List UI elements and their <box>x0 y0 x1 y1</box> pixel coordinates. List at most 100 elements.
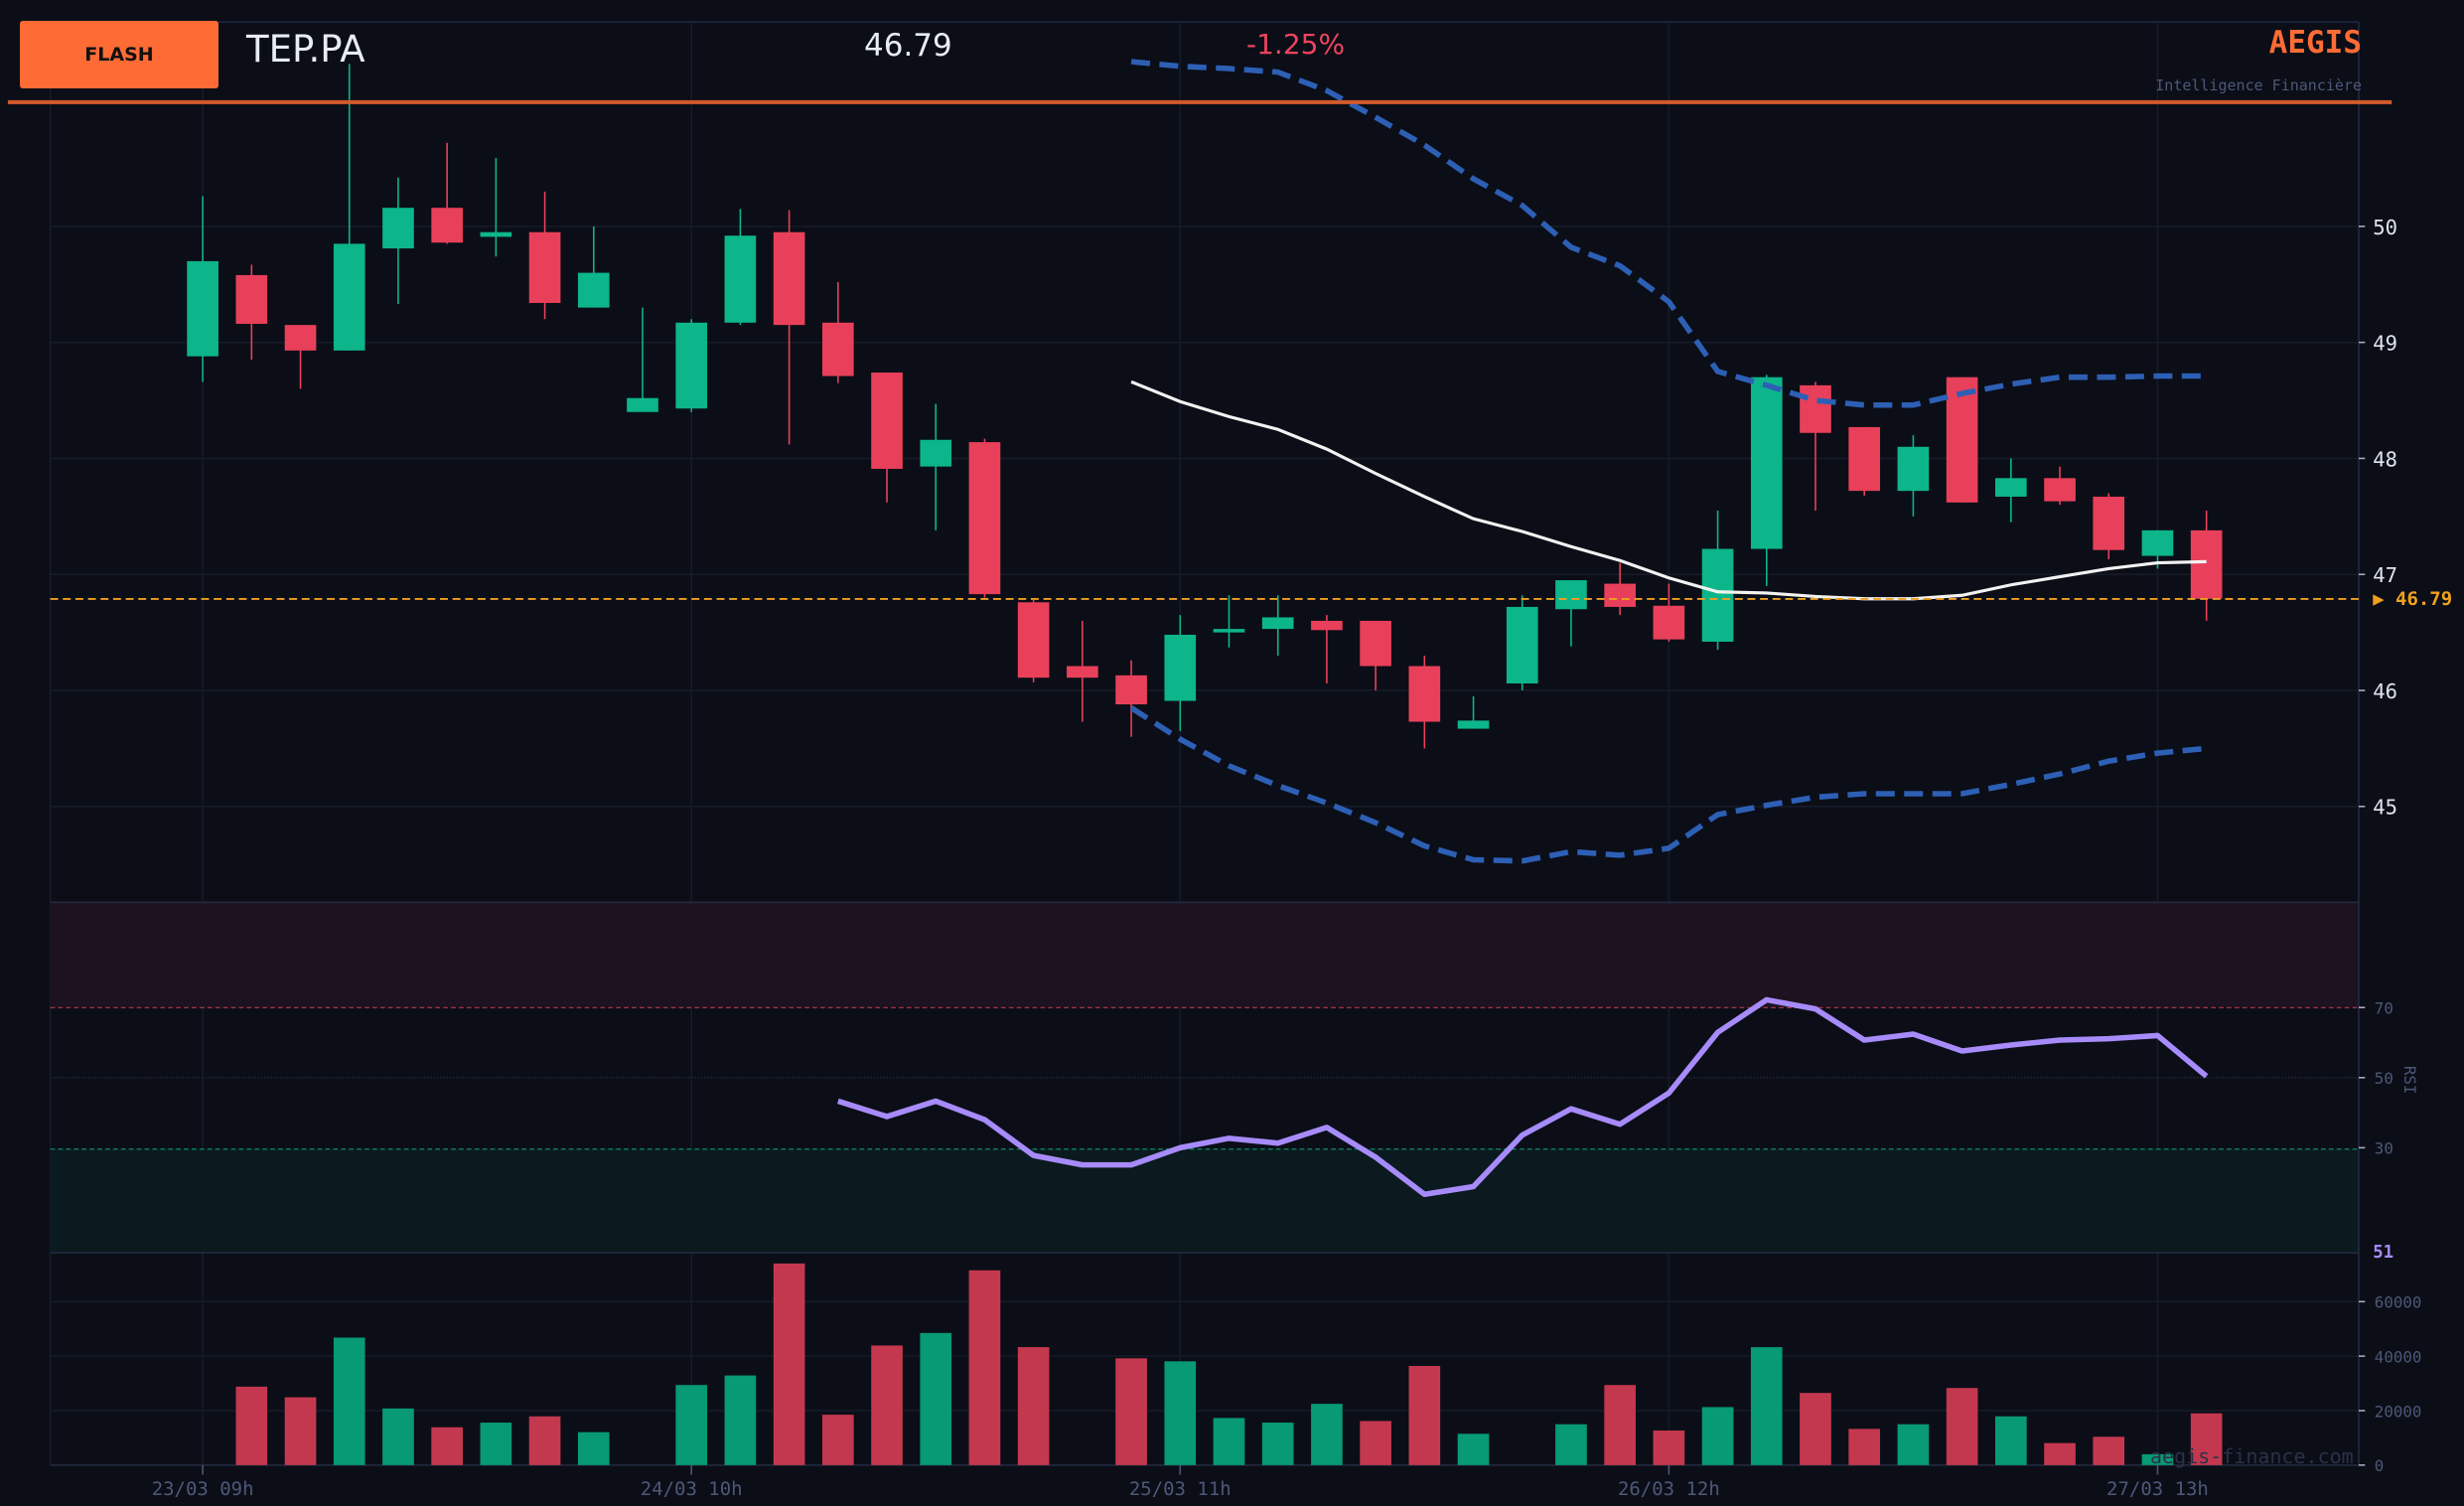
price-tick-label: 48 <box>2373 447 2397 471</box>
volume-tick-label: 20000 <box>2375 1402 2422 1421</box>
volume-bar <box>1360 1421 1391 1465</box>
volume-bar <box>1848 1429 1881 1465</box>
volume-bar <box>2190 1413 2223 1465</box>
volume-bar <box>871 1345 903 1465</box>
candle-up <box>1701 548 1734 642</box>
volume-bar <box>480 1423 512 1465</box>
volume-bar <box>2141 1453 2174 1465</box>
rsi-tick-label: 30 <box>2375 1139 2393 1158</box>
candle-down <box>2044 478 2076 502</box>
price-tick-label: 50 <box>2373 216 2397 239</box>
candle-up <box>382 208 414 249</box>
candle-up <box>577 272 610 308</box>
volume-bar <box>1653 1431 1685 1465</box>
price-tick-label: 45 <box>2373 796 2397 820</box>
volume-bar <box>968 1270 1001 1465</box>
candle-up <box>1213 629 1245 633</box>
volume-bar <box>1115 1358 1147 1465</box>
candle-down <box>1017 602 1050 678</box>
volume-bar <box>235 1386 268 1465</box>
candle-up <box>2141 529 2174 556</box>
candle-down <box>1604 583 1636 607</box>
time-tick-label: 27/03 13h <box>2106 1478 2209 1500</box>
candle-up <box>1261 617 1294 630</box>
volume-bar <box>382 1408 414 1465</box>
volume-bar <box>2044 1442 2076 1465</box>
candle-down <box>968 442 1001 595</box>
price-tick-label: 49 <box>2373 332 2397 356</box>
current-price: 46.79 <box>864 28 952 64</box>
volume-bar <box>1017 1347 1050 1465</box>
overlays <box>1129 59 2207 864</box>
volume-bar <box>1897 1424 1930 1465</box>
rsi-polyline <box>836 996 2209 1198</box>
volume-bar <box>528 1416 561 1465</box>
upper-band-line <box>1130 59 2207 408</box>
candle-up <box>480 231 512 237</box>
candle-down <box>773 231 805 326</box>
volume-bar <box>822 1415 854 1465</box>
volume-bar <box>284 1397 317 1465</box>
candle-down <box>1067 666 1098 678</box>
volume-bar <box>1311 1404 1343 1465</box>
volume-bar <box>333 1337 365 1465</box>
price-change: -1.25% <box>1246 28 1346 61</box>
rsi-current-value: 51 <box>2373 1243 2393 1263</box>
volume-bar <box>1457 1433 1490 1465</box>
ticker-symbol: TEP.PA <box>246 28 365 71</box>
watermark: aegis-finance.com <box>2150 1444 2354 1468</box>
volume-bar <box>1164 1361 1197 1465</box>
candle-down <box>2190 529 2223 599</box>
rsi-oversold-zone <box>50 1148 2359 1254</box>
volume-tick-label: 40000 <box>2375 1347 2422 1366</box>
volume-bar <box>1995 1416 2027 1465</box>
volume-bar <box>1604 1385 1636 1465</box>
volume-bar <box>1701 1407 1734 1465</box>
candle-down <box>1946 376 1978 503</box>
volume-tick-label: 60000 <box>2375 1293 2422 1312</box>
volume-bar <box>1261 1423 1294 1465</box>
volume-bar <box>1213 1418 1245 1465</box>
rsi-line <box>836 996 2209 1198</box>
candle-down <box>1848 426 1881 492</box>
candle-down <box>284 325 317 351</box>
candle-down <box>1115 675 1147 705</box>
volume-bar <box>431 1427 463 1465</box>
candle-up <box>627 397 658 412</box>
brand-logo: AEGIS <box>2268 25 2362 61</box>
time-tick-label: 23/03 09h <box>152 1478 254 1500</box>
volume-bar <box>1800 1393 1831 1465</box>
volume-bar <box>773 1263 805 1465</box>
candle-up <box>1457 720 1490 729</box>
volume-bar <box>1946 1388 1978 1465</box>
volume-bar <box>577 1431 610 1465</box>
volume-bar <box>2093 1436 2125 1465</box>
time-tick-label: 24/03 10h <box>641 1478 743 1500</box>
rsi-tick-label: 50 <box>2375 1069 2393 1088</box>
candle-down <box>1800 384 1831 433</box>
rsi-tick-label: 70 <box>2375 999 2393 1018</box>
volume-bar <box>1408 1366 1441 1465</box>
lower-band-line <box>1129 705 2207 864</box>
candle-up <box>920 439 952 467</box>
candle-up <box>724 235 757 323</box>
candle-up <box>1506 606 1538 684</box>
volume-bar <box>724 1375 757 1465</box>
candle-up <box>1995 478 2027 497</box>
volume-tick-label: 0 <box>2375 1456 2385 1475</box>
volume-bar <box>1750 1347 1783 1465</box>
time-tick-label: 26/03 12h <box>1618 1478 1720 1500</box>
brand-tagline: Intelligence Financière <box>2155 76 2362 94</box>
volume-bar <box>675 1385 708 1465</box>
last-price-label: ▶ 46.79 <box>2373 588 2452 610</box>
volume-bar <box>1555 1424 1587 1465</box>
candle-down <box>1311 620 1343 631</box>
candle-down <box>528 231 561 303</box>
time-tick-label: 25/03 11h <box>1129 1478 1232 1500</box>
candle-up <box>187 260 218 357</box>
candle-up <box>1897 446 1930 492</box>
flash-badge: FLASH <box>20 21 218 88</box>
candle-down <box>235 274 268 324</box>
candle-up <box>1164 634 1197 701</box>
